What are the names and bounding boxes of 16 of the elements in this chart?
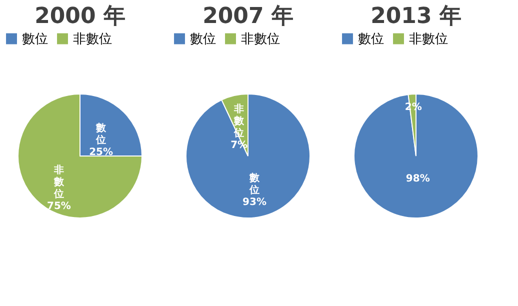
data-label: 數位25%	[89, 122, 114, 158]
chart-title: 2013 年	[370, 4, 462, 29]
slice-label: 數位	[358, 32, 384, 47]
chart-title: 2007 年	[202, 4, 294, 29]
chart-title: 2000 年	[34, 4, 126, 29]
data-label: 非數位75%	[46, 164, 71, 212]
slice-label: 數位	[190, 32, 216, 47]
pie-slice	[186, 94, 310, 218]
legend-label: 非數位	[409, 32, 448, 47]
pie-slice	[354, 94, 478, 218]
data-label: 98%	[406, 174, 430, 185]
pie-slice	[18, 94, 142, 218]
legend-label: 非數位	[73, 32, 112, 47]
data-label: 數位93%	[242, 172, 266, 208]
legend-label: 數位	[22, 32, 48, 47]
legend-label: 非數位	[241, 32, 280, 47]
